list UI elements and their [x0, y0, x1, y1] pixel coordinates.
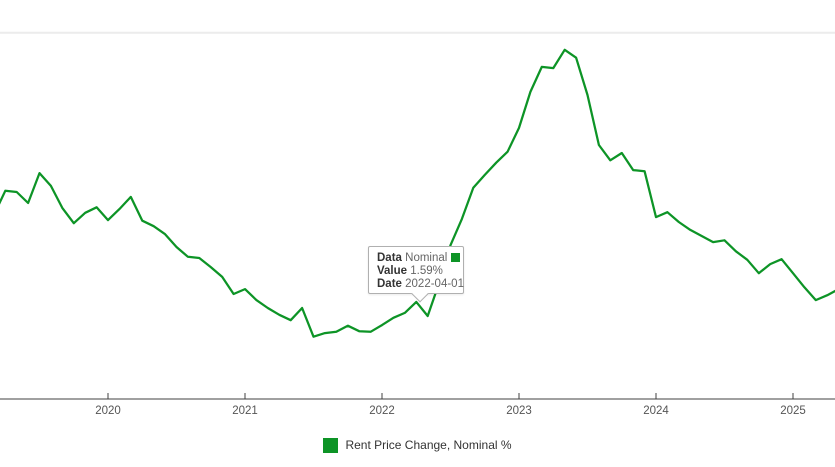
nominal-series-line[interactable] — [0, 48, 835, 338]
x-tick-label: 2023 — [506, 405, 532, 417]
tooltip-data-value: Nominal — [405, 252, 448, 264]
x-tick-label: 2025 — [780, 405, 806, 417]
hover-tooltip: Data Nominal Value 1.59% Date 2022-04-01 — [368, 246, 464, 303]
tooltip-data-row: Data Nominal — [377, 252, 461, 265]
x-tick-label: 2020 — [95, 405, 121, 417]
x-tick-label: 2021 — [232, 405, 258, 417]
tooltip-value-row: Value 1.59% — [377, 265, 455, 278]
legend-label: Rent Price Change, Nominal % — [345, 438, 512, 452]
legend[interactable]: Rent Price Change, Nominal % — [0, 436, 835, 454]
tooltip-date-value: 2022-04-01 — [405, 278, 464, 290]
tooltip-data-label: Data — [377, 252, 402, 264]
tooltip-date-row: Date 2022-04-01 — [377, 278, 464, 291]
tooltip-date-label: Date — [377, 278, 402, 290]
series-swatch-icon — [451, 253, 461, 262]
x-tick-label: 2022 — [369, 405, 395, 417]
legend-swatch-icon — [323, 437, 339, 453]
tooltip-value-value: 1.59% — [410, 265, 443, 277]
tooltip-value-label: Value — [377, 265, 408, 277]
x-axis-ticks: 2020 2021 2022 2023 2024 2025 — [95, 393, 806, 417]
x-tick-label: 2024 — [643, 405, 669, 417]
